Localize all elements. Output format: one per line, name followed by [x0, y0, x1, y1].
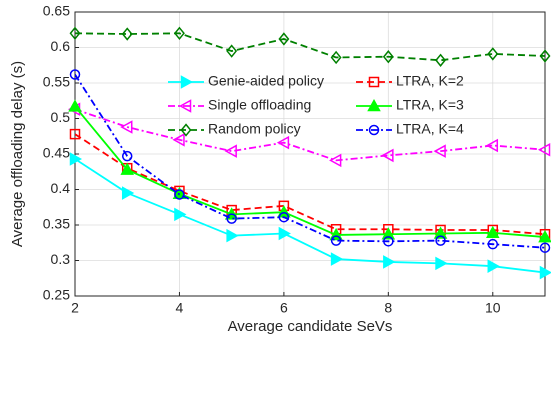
series-line: [75, 105, 545, 238]
marker: [435, 256, 448, 271]
y-tick-label: 0.6: [51, 38, 71, 54]
marker: [433, 226, 448, 239]
marker: [69, 69, 81, 80]
legend-label: Genie-aided policy: [208, 73, 324, 89]
marker: [226, 228, 239, 243]
marker: [121, 150, 133, 162]
marker: [537, 142, 551, 157]
marker: [174, 189, 185, 200]
marker: [226, 213, 237, 224]
series-line: [75, 108, 545, 162]
x-axis-label: Average candidate SeVs: [228, 318, 393, 335]
marker: [381, 148, 394, 163]
marker: [278, 226, 291, 241]
marker: [330, 252, 344, 266]
marker: [69, 128, 81, 140]
marker: [433, 144, 446, 158]
marker: [383, 236, 394, 247]
x-tick-label: 4: [176, 300, 184, 316]
y-axis-label: Average offloading delay (s): [9, 61, 26, 247]
marker: [120, 120, 133, 134]
series-line: [75, 158, 545, 274]
marker: [69, 152, 83, 166]
x-tick-label: 2: [71, 300, 79, 316]
marker: [485, 138, 499, 153]
marker: [120, 162, 134, 175]
marker: [539, 265, 551, 280]
marker: [487, 259, 500, 273]
marker: [486, 225, 500, 239]
marker: [278, 32, 290, 46]
marker: [435, 235, 446, 246]
marker: [368, 124, 380, 136]
marker: [172, 133, 185, 147]
marker: [330, 235, 342, 246]
x-tick-label: 6: [280, 300, 288, 316]
marker: [487, 238, 499, 250]
marker: [538, 230, 551, 243]
y-tick-label: 0.55: [43, 74, 70, 90]
y-tick-label: 0.25: [43, 287, 70, 303]
marker: [381, 227, 396, 240]
marker: [69, 26, 81, 40]
legend-label: LTRA, K=3: [396, 97, 464, 113]
marker: [383, 255, 396, 269]
marker: [368, 76, 380, 88]
plot-frame: [74, 11, 546, 297]
marker: [173, 26, 185, 40]
x-tick-label: 8: [384, 300, 392, 316]
legend-label: LTRA, K=2: [396, 73, 464, 89]
legend-label: Random policy: [208, 121, 301, 137]
marker: [539, 49, 551, 63]
marker: [180, 75, 194, 89]
legend-label: Single offloading: [208, 97, 311, 113]
y-tick-label: 0.45: [43, 145, 70, 161]
marker: [178, 99, 192, 113]
marker: [330, 50, 342, 65]
marker: [278, 211, 290, 223]
legend-label: LTRA, K=4: [396, 121, 464, 137]
y-tick-label: 0.65: [43, 3, 70, 19]
marker: [367, 98, 381, 112]
marker: [121, 186, 135, 200]
marker: [487, 47, 499, 61]
series-line: [75, 73, 545, 249]
marker: [329, 153, 342, 168]
marker: [174, 207, 187, 222]
marker: [121, 27, 133, 41]
series-line: [75, 32, 545, 62]
y-tick-label: 0.4: [51, 180, 71, 196]
marker: [226, 44, 238, 58]
y-tick-label: 0.3: [51, 251, 71, 267]
marker: [276, 135, 290, 150]
x-tick-label: 10: [485, 300, 501, 316]
marker: [224, 144, 237, 158]
marker: [435, 53, 447, 67]
marker: [180, 123, 192, 137]
y-tick-label: 0.5: [51, 109, 71, 125]
marker: [382, 50, 394, 64]
series-line: [75, 133, 545, 236]
y-tick-label: 0.35: [43, 216, 70, 232]
marker: [539, 242, 551, 253]
marker: [68, 99, 82, 112]
